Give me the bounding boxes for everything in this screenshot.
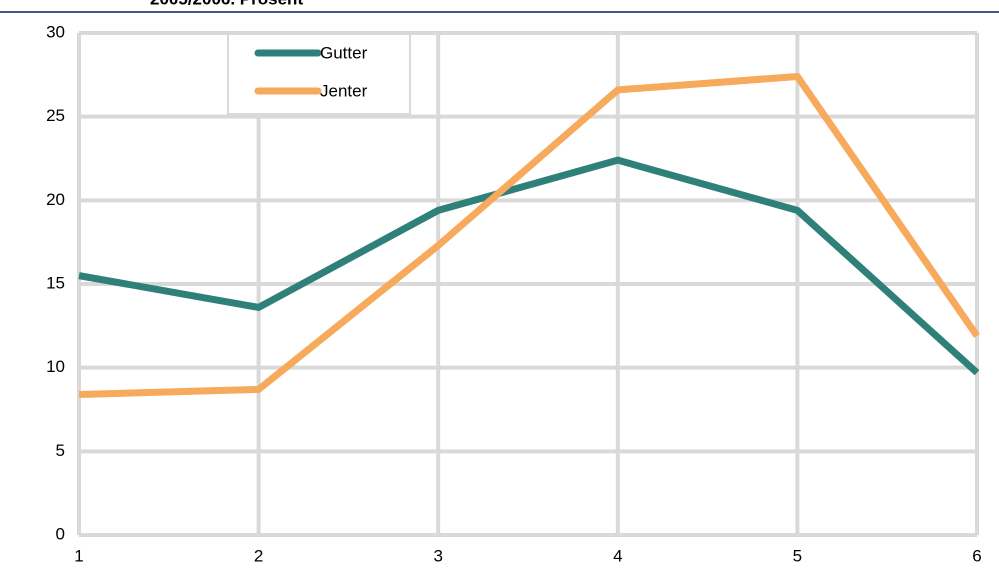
y-tick-label: 25 xyxy=(46,106,65,125)
legend-box xyxy=(227,33,411,115)
x-tick-label: 2 xyxy=(254,546,263,565)
y-tick-label: 30 xyxy=(46,22,65,41)
x-tick-label: 1 xyxy=(74,546,83,565)
legend-label: Gutter xyxy=(320,43,368,62)
y-tick-label: 5 xyxy=(56,441,65,460)
y-tick-label: 10 xyxy=(46,357,65,376)
x-tick-label: 5 xyxy=(793,546,802,565)
line xyxy=(78,156,980,376)
x-tick-label: 4 xyxy=(613,546,622,565)
line xyxy=(78,73,980,398)
subtitle: 2005/2006. Prosent xyxy=(150,0,303,8)
x-tick-label: 3 xyxy=(433,546,442,565)
legend-label: Jenter xyxy=(320,81,368,100)
y-tick-label: 20 xyxy=(46,190,65,209)
y-tick-label: 0 xyxy=(56,524,65,543)
x-tick-label: 6 xyxy=(972,546,981,565)
y-tick-label: 15 xyxy=(46,273,65,292)
